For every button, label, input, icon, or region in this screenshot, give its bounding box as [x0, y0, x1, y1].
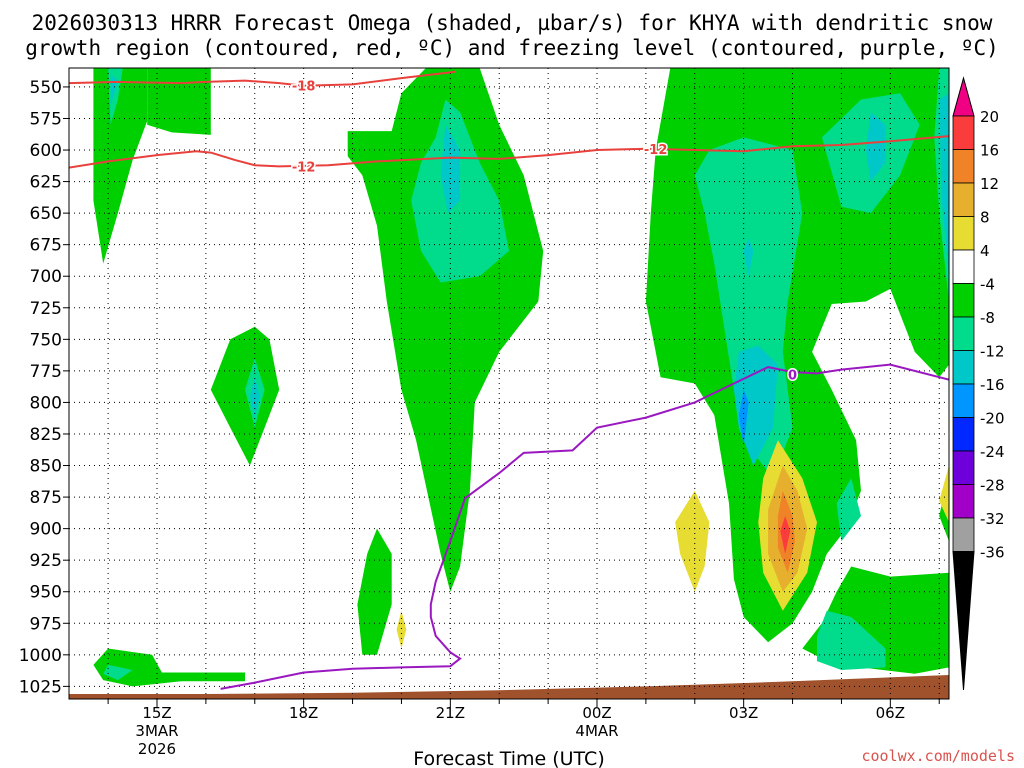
colorbar-label: -12 [980, 343, 1005, 361]
omega-region-2-6 [743, 238, 754, 277]
colorbar-label: -36 [980, 544, 1005, 562]
omega-region-7-0 [780, 516, 791, 554]
y-tick-label: 550 [30, 78, 62, 98]
y-tick-label: 600 [30, 141, 62, 161]
colorbar-label: 16 [980, 142, 999, 160]
colorbar-swatch [952, 350, 975, 385]
colorbar-swatch [952, 517, 975, 552]
dgz-contour-minus12 [69, 135, 949, 169]
x-axis-label: Forecast Time (UTC) [413, 748, 604, 768]
omega-region-0-2 [210, 326, 280, 466]
y-tick-label: 800 [30, 393, 62, 413]
x-tick-label: 06Z [876, 704, 905, 722]
dgz-contour-label: -18 [292, 80, 316, 95]
x-tick-date: 3MAR [135, 722, 178, 740]
plot-area [69, 68, 949, 699]
colorbar-swatch [952, 182, 975, 217]
y-tick-label: 725 [30, 299, 62, 319]
colorbar-swatch [952, 216, 975, 251]
freezing-contour-label: 0 [788, 369, 797, 384]
x-tick-label: 21Z [436, 704, 465, 722]
colorbar-swatch [952, 316, 975, 351]
colorbar-label: -4 [980, 276, 995, 294]
x-tick-label: 18Z [289, 704, 318, 722]
colorbar-label: -16 [980, 376, 1005, 394]
colorbar-label: -20 [980, 410, 1005, 428]
colorbar-arrow-top [952, 76, 975, 117]
colorbar-label: -24 [980, 443, 1005, 461]
omega-region-2-1 [249, 377, 260, 418]
colorbar-swatch [952, 115, 975, 150]
y-tick-label: 650 [30, 204, 62, 224]
y-tick-label: 775 [30, 362, 62, 382]
x-tick-label: 00Z [582, 704, 611, 722]
plot-frame [68, 67, 950, 700]
chart-title-line-1: 2026030313 HRRR Forecast Omega (shaded, … [32, 11, 993, 35]
colorbar-label: -28 [980, 477, 1005, 495]
dgz-contour-minus18 [69, 70, 456, 87]
dgz-contour-label: -12 [292, 160, 316, 175]
colorbar-label: 4 [980, 242, 990, 260]
omega-region-0-0 [93, 68, 148, 264]
y-tick-label: 850 [30, 457, 62, 477]
y-tick-label: 875 [30, 488, 62, 508]
colorbar-swatch [952, 149, 975, 184]
y-tick-label: 625 [30, 173, 62, 193]
colorbar-label: 20 [980, 108, 999, 126]
credit-text: coolwx.com/models [861, 747, 1015, 765]
x-tick-date: 4MAR [575, 722, 618, 740]
y-tick-label: 975 [30, 614, 62, 634]
colorbar-label: -32 [980, 510, 1005, 528]
chart-title-line-2: growth region (contoured, red, ºC) and f… [25, 36, 999, 60]
colorbar-label: -8 [980, 309, 995, 327]
y-tick-label: 825 [30, 425, 62, 445]
y-tick-label: 700 [30, 267, 62, 287]
x-tick-year: 2026 [138, 740, 176, 758]
dgz-contour-label: -12 [644, 143, 668, 158]
omega-region-4-2 [939, 465, 949, 523]
omega-region-2-5 [939, 93, 949, 277]
y-tick-label: 675 [30, 236, 62, 256]
colorbar: 20 16 12 8 4 -4 -8 -12 -16 -20 -24 -28 -32 -36 [952, 76, 1005, 691]
colorbar-label: 8 [980, 209, 990, 227]
colorbar-swatch [952, 249, 975, 284]
omega-region-2-4 [865, 112, 886, 182]
omega-region-1-3 [103, 664, 133, 681]
colorbar-swatch [952, 484, 975, 519]
omega-region-4-0 [675, 490, 710, 592]
y-tick-label: 750 [30, 330, 62, 350]
colorbar-swatch [952, 283, 975, 318]
terrain-fill [69, 675, 949, 699]
omega-region-0-5 [93, 648, 246, 687]
colorbar-swatch [952, 383, 975, 418]
y-tick-label: 900 [30, 520, 62, 540]
y-axis-ticks: 550 575 600 625 650 675 700 725 750 775 800 825 850 8… [19, 78, 69, 697]
y-tick-label: 925 [30, 551, 62, 571]
y-tick-label: 575 [30, 109, 62, 129]
y-tick-label: 1025 [19, 677, 62, 697]
omega-region-1-7 [836, 478, 861, 542]
colorbar-arrow-bottom [952, 551, 975, 691]
x-tick-label: 15Z [142, 704, 171, 722]
x-tick-label: 03Z [729, 704, 758, 722]
contour-lines: -18 -12 -12 0 [69, 70, 949, 690]
y-tick-label: 950 [30, 583, 62, 603]
omega-region-4-3 [396, 610, 407, 649]
colorbar-label: 12 [980, 175, 999, 193]
freezing-level-contour [220, 363, 949, 690]
colorbar-swatch [952, 450, 975, 485]
y-tick-label: 1000 [19, 646, 62, 666]
colorbar-swatch [952, 417, 975, 452]
